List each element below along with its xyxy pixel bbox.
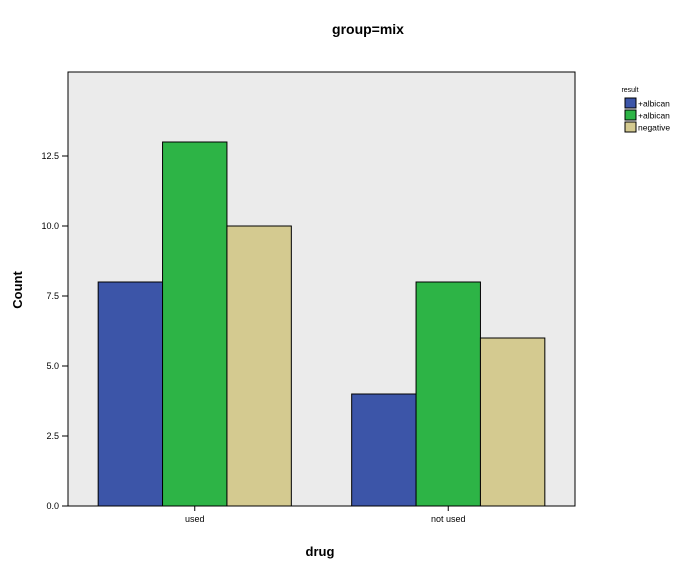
y-tick-label: 12.5 [41,151,59,161]
legend: result +albican +albican negative [621,87,670,133]
bar [415,281,481,507]
legend-swatch [624,121,637,133]
y-tick-label: 5.0 [46,361,59,371]
bar [162,141,228,507]
x-tick-label: not used [431,514,466,524]
bars-group [97,141,546,507]
chart-title: group=mix [332,21,404,37]
y-axis-label: Count [10,271,25,309]
legend-label: +albican [638,111,670,121]
y-tick-label: 10.0 [41,221,59,231]
legend-label: +albican [638,99,670,109]
x-axis-ticks: used not used [185,506,466,524]
legend-swatch [624,97,637,109]
y-axis-ticks: 0.0 2.5 5.0 7.5 10.0 12.5 [41,151,68,511]
bar [226,225,292,507]
legend-title: result [621,87,638,94]
bar [479,337,546,507]
bar [351,393,417,507]
y-tick-label: 2.5 [46,431,59,441]
x-tick-label: used [185,514,205,524]
legend-swatch [624,109,637,121]
bar [97,281,164,507]
x-axis-label: drug [306,544,335,559]
y-tick-label: 0.0 [46,501,59,511]
legend-label: negative [638,123,670,133]
y-tick-label: 7.5 [46,291,59,301]
